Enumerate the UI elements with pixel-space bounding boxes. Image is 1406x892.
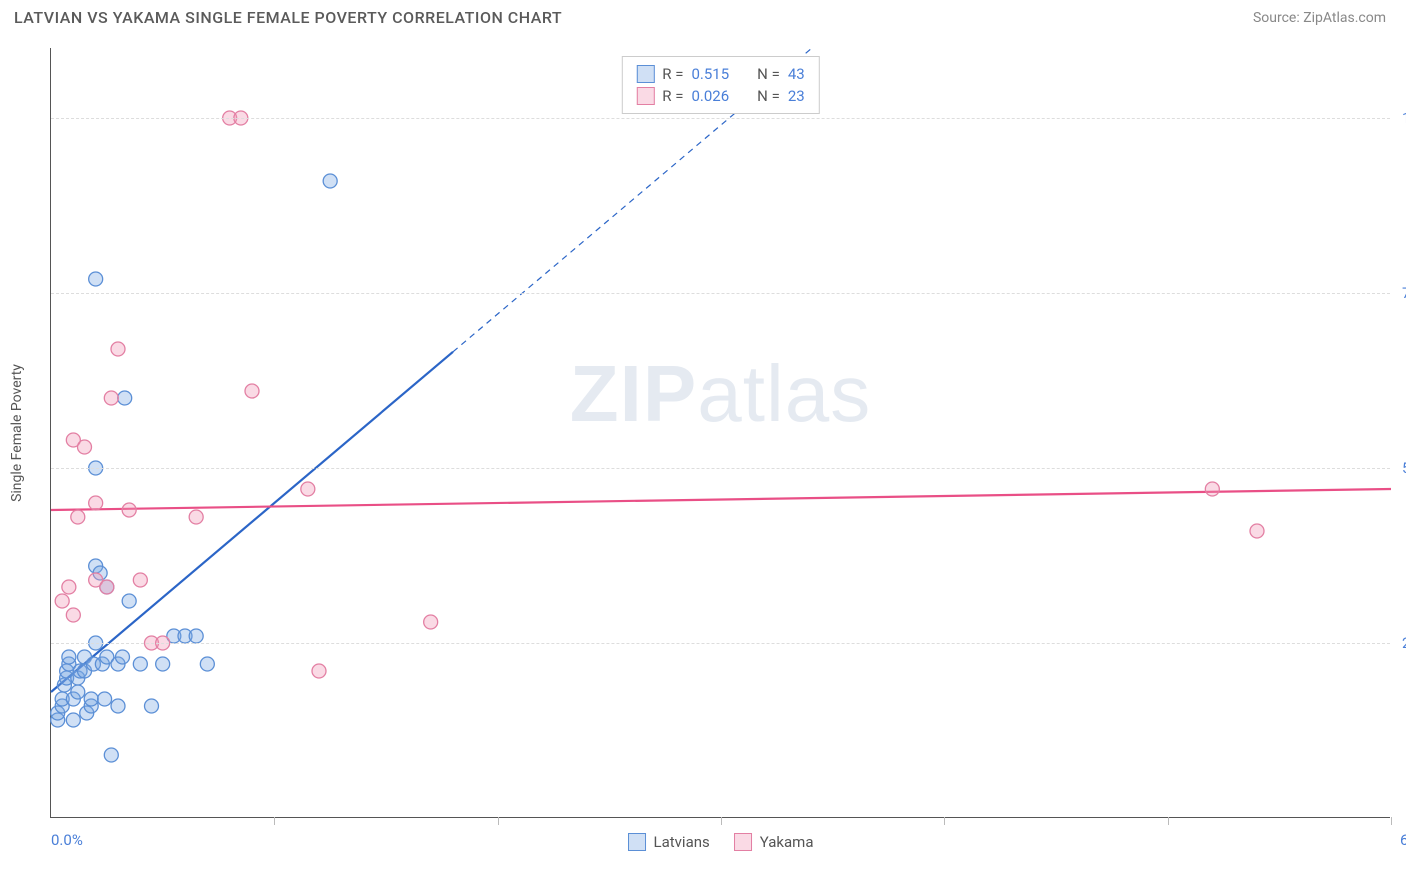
legend-r-label: R = — [662, 65, 683, 83]
x-tick — [944, 817, 945, 825]
legend-r-value: 0.515 — [691, 65, 729, 83]
data-point — [84, 692, 98, 706]
data-point — [104, 391, 118, 405]
legend-n-label: N = — [757, 65, 780, 83]
x-tick — [498, 817, 499, 825]
legend-series-item: Yakama — [734, 833, 814, 851]
legend-swatch — [734, 833, 752, 851]
data-point — [323, 174, 337, 188]
data-point — [100, 580, 114, 594]
legend-stats-row: R = 0.515 N = 43 — [636, 63, 804, 85]
x-tick — [1168, 817, 1169, 825]
data-point — [66, 608, 80, 622]
data-point — [78, 440, 92, 454]
legend-n-value: 43 — [788, 65, 805, 83]
legend-r-value: 0.026 — [691, 87, 729, 105]
data-point — [189, 629, 203, 643]
data-point — [98, 692, 112, 706]
legend-series-label: Latvians — [654, 833, 710, 851]
gridline — [51, 293, 1390, 294]
x-tick — [274, 817, 275, 825]
data-point — [424, 615, 438, 629]
y-axis-label: Single Female Poverty — [9, 364, 25, 502]
x-tick-label: 0.0% — [51, 831, 83, 849]
legend-swatch — [636, 87, 654, 105]
data-point — [145, 699, 159, 713]
data-point — [133, 657, 147, 671]
legend-swatch — [636, 65, 654, 83]
data-point — [245, 384, 259, 398]
gridline — [51, 118, 1390, 119]
y-tick-label: 75.0% — [1402, 284, 1406, 302]
data-point — [1250, 524, 1264, 538]
legend-stats: R = 0.515 N = 43 R = 0.026 N = 23 — [621, 56, 819, 114]
legend-series-label: Yakama — [760, 833, 814, 851]
data-point — [89, 496, 103, 510]
data-point — [122, 594, 136, 608]
data-point — [111, 699, 125, 713]
y-tick-label: 50.0% — [1402, 459, 1406, 477]
legend-r-label: R = — [662, 87, 683, 105]
x-tick-label: 60.0% — [1400, 831, 1406, 849]
x-tick — [1391, 817, 1392, 825]
data-point — [115, 650, 129, 664]
data-point — [62, 650, 76, 664]
y-tick-label: 100.0% — [1402, 109, 1406, 127]
x-tick — [721, 817, 722, 825]
legend-n-value: 23 — [788, 87, 805, 105]
data-point — [156, 657, 170, 671]
data-point — [133, 573, 147, 587]
data-point — [104, 748, 118, 762]
data-point — [66, 713, 80, 727]
data-point — [122, 503, 136, 517]
data-point — [71, 510, 85, 524]
data-point — [71, 685, 85, 699]
data-point — [301, 482, 315, 496]
chart-header: LATVIAN VS YAKAMA SINGLE FEMALE POVERTY … — [0, 0, 1406, 27]
data-point — [200, 657, 214, 671]
legend-series: Latvians Yakama — [628, 833, 814, 851]
y-tick-label: 25.0% — [1402, 634, 1406, 652]
data-point — [89, 272, 103, 286]
gridline — [51, 643, 1390, 644]
legend-swatch — [628, 833, 646, 851]
trendline — [51, 489, 1391, 510]
scatter-svg — [51, 48, 1390, 817]
data-point — [55, 594, 69, 608]
chart-source: Source: ZipAtlas.com — [1253, 10, 1386, 26]
data-point — [62, 580, 76, 594]
gridline — [51, 468, 1390, 469]
legend-series-item: Latvians — [628, 833, 710, 851]
chart-plot-area: Single Female Poverty ZIPatlas R = 0.515… — [50, 48, 1390, 818]
legend-stats-row: R = 0.026 N = 23 — [636, 85, 804, 107]
data-point — [189, 510, 203, 524]
data-point — [118, 391, 132, 405]
legend-n-label: N = — [757, 87, 780, 105]
data-point — [111, 342, 125, 356]
data-point — [312, 664, 326, 678]
data-point — [1205, 482, 1219, 496]
chart-title: LATVIAN VS YAKAMA SINGLE FEMALE POVERTY … — [14, 8, 562, 27]
